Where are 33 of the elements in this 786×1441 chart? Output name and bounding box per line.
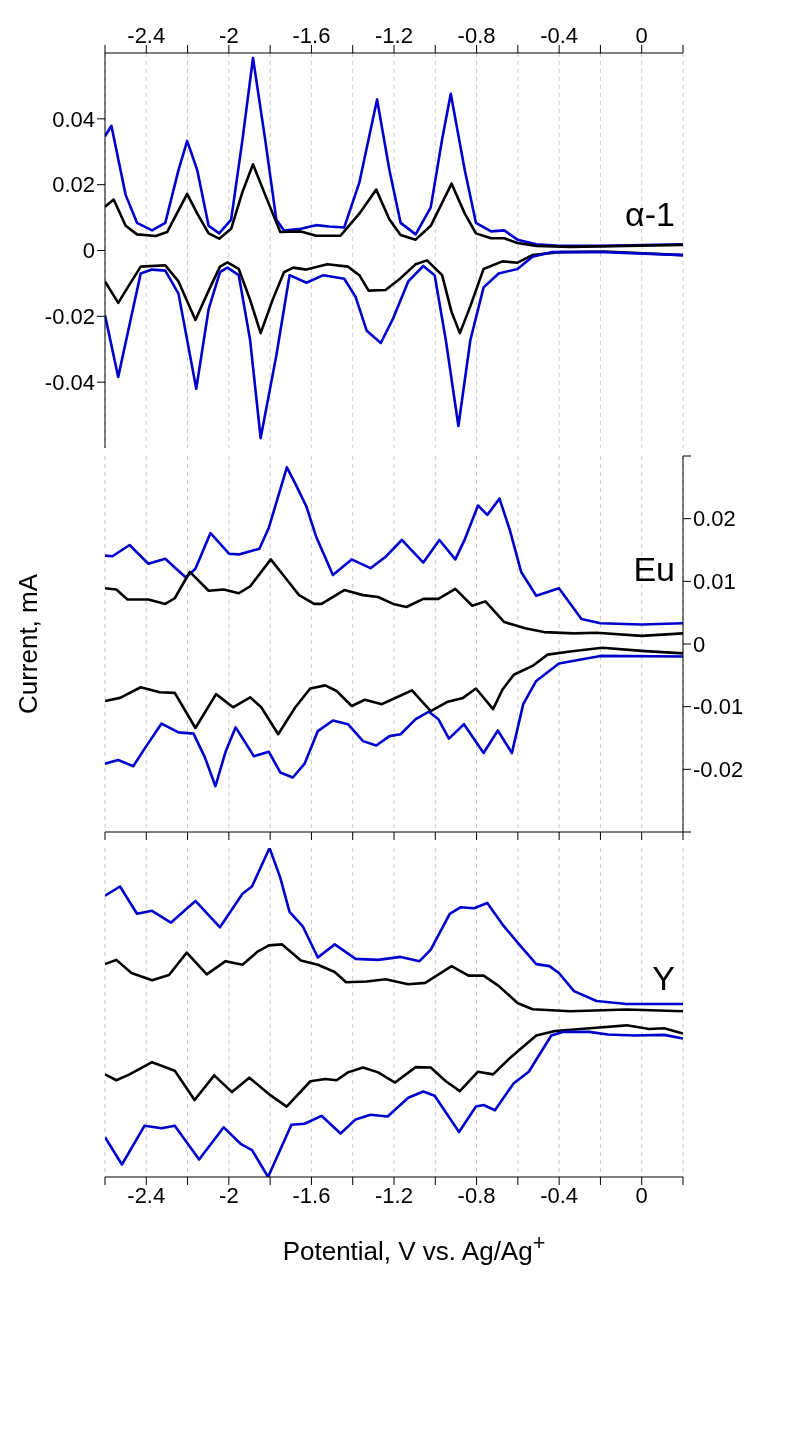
annotation: Eu [633, 550, 675, 589]
x-tick-label: -1.2 [375, 23, 413, 48]
y-tick-label: -0.02 [693, 757, 744, 783]
annotation: Y [652, 959, 675, 999]
x-tick-label: -2 [219, 1182, 239, 1208]
x-tick-label: -0.8 [457, 23, 496, 48]
x-axis-title: Potential, V vs. Ag/Ag$^{+}$ [281, 1230, 547, 1267]
line-series [105, 654, 683, 788]
x-tick-label: -0.4 [540, 1182, 579, 1208]
x-tick-label: -0.4 [540, 23, 579, 48]
y-tick-label: 0.01 [693, 569, 736, 595]
x-tick-label: -2.4 [127, 1182, 166, 1208]
x-tick-label: -2.4 [127, 23, 166, 48]
x-tick-label: -1.6 [292, 23, 331, 48]
x-tick-label: 0 [635, 1182, 648, 1208]
y-tick-label: 0.02 [693, 506, 736, 532]
x-tick-label: 0 [635, 23, 648, 48]
x-tick-label: -2 [219, 23, 239, 48]
y-tick-label: 0.02 [52, 172, 95, 198]
x-tick-label: -1.2 [375, 1182, 413, 1208]
y-tick-label: 0 [82, 238, 95, 264]
annotation: α-1 [625, 195, 675, 235]
line-series [105, 465, 683, 626]
y-tick-label: -0.01 [693, 694, 744, 720]
x-tick-label: -1.6 [292, 1182, 331, 1208]
x-tick-label: -0.8 [457, 1182, 496, 1208]
y-tick-label: 0 [693, 631, 706, 657]
y-tick-label: -0.02 [44, 304, 95, 330]
y-tick-label: -0.04 [44, 369, 95, 395]
y-axis-title: Current, mA [12, 573, 44, 715]
y-tick-label: 0.04 [52, 106, 95, 132]
line-series [105, 250, 683, 440]
line-series [105, 56, 683, 248]
